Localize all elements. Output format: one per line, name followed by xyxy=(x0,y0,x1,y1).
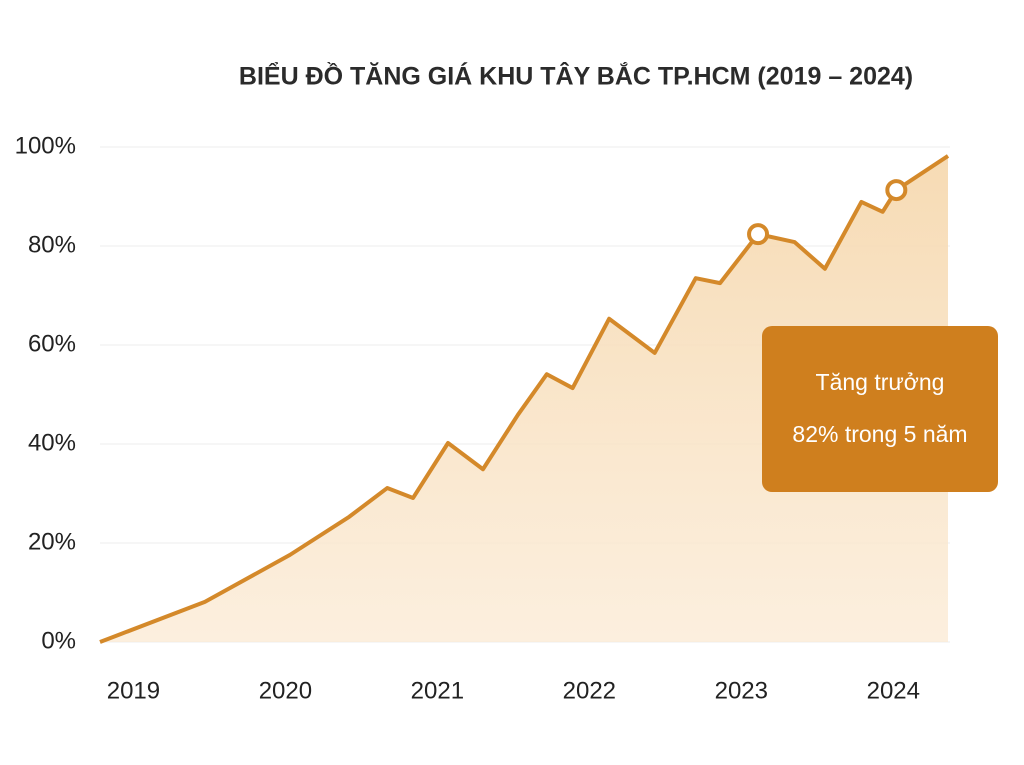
y-tick-label: 60% xyxy=(28,330,76,357)
area xyxy=(100,155,948,642)
highlight-marker xyxy=(885,179,908,202)
x-tick-label: 2024 xyxy=(867,677,920,704)
x-tick-label: 2022 xyxy=(563,677,616,704)
annotation-text: 82% trong 5 năm xyxy=(792,421,967,447)
y-tick-label: 80% xyxy=(28,231,76,258)
highlight-marker xyxy=(747,223,770,246)
y-tick-label: 20% xyxy=(28,528,76,555)
x-tick-label: 2019 xyxy=(107,677,160,704)
y-tick-label: 100% xyxy=(15,132,76,159)
annotation-box xyxy=(762,326,998,492)
line xyxy=(99,154,950,644)
chart-title: BIỂU ĐỒ TĂNG GIÁ KHU TÂY BẮC TP.HCM (201… xyxy=(239,61,913,91)
x-tick-label: 2023 xyxy=(715,677,768,704)
x-tick-label: 2020 xyxy=(259,677,312,704)
x-tick-label: 2021 xyxy=(411,677,464,704)
y-tick-label: 40% xyxy=(28,429,76,456)
annotation-text: Tăng trưởng xyxy=(816,369,945,395)
y-tick-label: 0% xyxy=(41,627,76,654)
